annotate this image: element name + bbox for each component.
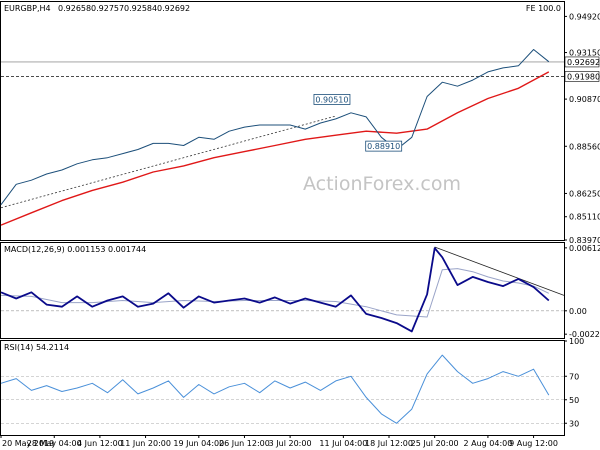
macd-signal-line — [0, 268, 550, 318]
price-axis-label: 0.83970 — [569, 236, 600, 245]
x-axis-label: 19 Jun 04:00 — [173, 439, 224, 448]
current-price-label-box — [564, 56, 600, 68]
rsi-panel — [0, 340, 565, 436]
ohlc-open: 0.92658 — [58, 4, 91, 13]
x-axis-label: 9 Aug 12:00 — [509, 439, 558, 448]
level-price-label-box — [564, 71, 600, 82]
rsi-line — [0, 354, 550, 424]
ohlc-close: 0.92692 — [157, 4, 190, 13]
price-axis-label: 0.93150 — [569, 49, 600, 58]
macd-line — [0, 247, 550, 333]
macd-axis-label: -0.002273 — [569, 330, 600, 339]
rsi-axis-label: 50 — [569, 396, 579, 405]
annotation-box — [313, 94, 351, 105]
rsi-chart-layer: 100 70 50 30 — [0, 337, 584, 428]
x-axis-label: 28 May 04:00 — [27, 439, 82, 448]
macd-panel — [0, 242, 565, 339]
support-trendline — [0, 115, 336, 209]
price-axis-label: 0.88560 — [569, 142, 600, 151]
price-axis-label: 0.86250 — [569, 189, 600, 198]
macd-axis-label: 0.00612 — [569, 244, 600, 253]
annotation-label: 0.88910 — [367, 142, 400, 151]
level-price-label: 0.91980 — [567, 72, 600, 81]
x-axis-label: 3 Jul 20:00 — [269, 439, 312, 448]
x-axis-label: 18 Jul 12:00 — [365, 439, 413, 448]
rsi-axis-label: 100 — [569, 337, 584, 346]
price-line — [0, 49, 550, 205]
rsi-axis-label: 30 — [569, 419, 579, 428]
macd-axis-label: 0.00 — [569, 307, 587, 316]
x-axis-label: 2 Aug 04:00 — [463, 439, 512, 448]
price-axis-label: 0.90870 — [569, 95, 600, 104]
macd-label: MACD(12,26,9) 0.001153 0.001744 — [4, 245, 146, 254]
x-axis-label: 25 Jul 20:00 — [411, 439, 459, 448]
symbol-label: EURGBP,H4 — [4, 4, 51, 13]
fe-indicator-label: FE 100.0 — [526, 4, 561, 13]
macd-chart-layer: 0.00612 0.00 -0.002273 — [0, 244, 600, 339]
price-axis-label: 0.94920 — [569, 12, 600, 21]
moving-average-line — [0, 71, 550, 226]
macd-trendline — [434, 246, 565, 296]
rsi-axis-label: 70 — [569, 372, 579, 381]
ohlc-high: 0.92757 — [91, 4, 124, 13]
x-axis-label: 11 Jul 04:00 — [319, 439, 367, 448]
x-axis-label: 4 Jun 12:00 — [77, 439, 123, 448]
x-axis-label: 11 Jun 20:00 — [120, 439, 171, 448]
current-price-label: 0.92692 — [567, 58, 600, 67]
x-axis-label: 26 Jun 12:00 — [219, 439, 270, 448]
price-panel — [0, 1, 565, 241]
watermark: ActionForex.com — [303, 173, 461, 195]
annotation-box — [365, 140, 403, 152]
price-chart-layer: 0.94920 0.93150 0.90870 0.88560 0.86250 0.851… — [0, 12, 600, 245]
price-axis-label: 0.85110 — [569, 213, 600, 222]
ohlc-low: 0.92584 — [124, 4, 157, 13]
x-axis-label: 20 May 2019 — [2, 439, 54, 448]
annotation-label: 0.90510 — [315, 95, 348, 104]
rsi-label: RSI(14) 54.2114 — [4, 343, 69, 352]
